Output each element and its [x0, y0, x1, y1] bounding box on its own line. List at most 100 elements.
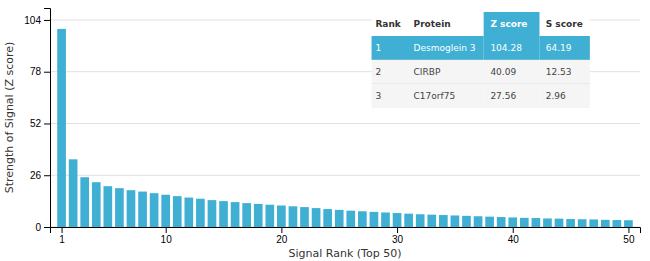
y-tick-mark	[44, 175, 50, 176]
bar	[312, 208, 321, 227]
x-tick-mark	[628, 227, 629, 233]
bar	[624, 220, 633, 227]
table-cell	[372, 84, 404, 108]
bar	[104, 186, 113, 227]
table-cell	[372, 60, 404, 84]
x-tick: 50	[623, 227, 635, 245]
y-tick-label: 0	[35, 222, 41, 233]
table: RankProteinZ scoreS score1Desmoglein 310…	[372, 12, 590, 108]
table-cell	[484, 36, 540, 60]
bar	[404, 214, 413, 227]
bar	[254, 204, 263, 227]
bar	[589, 219, 598, 227]
bar	[462, 216, 471, 227]
table-cell	[484, 60, 540, 84]
x-tick-label: 10	[161, 234, 173, 245]
bar	[439, 215, 448, 227]
y-tick: 78	[30, 66, 50, 77]
table-text: 2.96	[546, 91, 566, 101]
bar	[277, 205, 286, 227]
table-cell	[540, 36, 590, 60]
bar	[323, 209, 332, 227]
x-tick-mark	[513, 227, 514, 233]
bar	[555, 219, 564, 227]
bar	[242, 203, 251, 227]
bar	[532, 218, 541, 227]
grid-line	[50, 123, 640, 124]
bar	[80, 177, 89, 227]
bar	[485, 217, 494, 227]
table-cell	[404, 60, 484, 84]
bar	[497, 217, 506, 227]
table-cell	[372, 12, 404, 36]
x-tick-label: 1	[59, 234, 65, 245]
bar	[219, 201, 228, 227]
y-axis: 0265278104	[24, 9, 50, 233]
bar	[346, 211, 355, 227]
bar	[520, 218, 529, 227]
bar	[92, 182, 101, 227]
bar	[381, 212, 390, 227]
bars	[57, 29, 633, 227]
bar	[173, 196, 182, 227]
bar	[150, 193, 159, 227]
x-tick: 10	[161, 227, 173, 245]
bar	[566, 219, 575, 227]
x-tick-mark	[281, 227, 282, 233]
y-tick-label: 52	[30, 118, 42, 129]
y-tick-mark	[44, 123, 50, 124]
table-cell	[404, 84, 484, 108]
y-axis-line	[44, 9, 51, 228]
table-cell	[404, 12, 484, 36]
y-tick-label: 104	[24, 15, 41, 26]
bar	[57, 29, 66, 227]
x-tick-label: 50	[623, 234, 635, 245]
x-tick-label: 20	[276, 234, 288, 245]
x-tick-mark	[62, 227, 63, 233]
table-text: 3	[375, 91, 381, 101]
table-cell	[540, 60, 590, 84]
table-header: S score	[546, 19, 583, 29]
x-tick-label: 30	[392, 234, 404, 245]
x-tick: 40	[508, 227, 520, 245]
bar	[196, 199, 205, 227]
table-text: 104.28	[490, 43, 522, 53]
table-text: 2	[375, 67, 381, 77]
bar	[393, 213, 402, 227]
table-cell	[484, 12, 540, 36]
table-text: 12.53	[546, 67, 572, 77]
bar	[370, 212, 379, 227]
bar	[578, 219, 587, 227]
bar	[69, 159, 78, 227]
y-tick-mark	[44, 227, 50, 228]
x-tick: 1	[59, 227, 65, 245]
grid	[50, 20, 640, 227]
table-text: 27.56	[490, 91, 516, 101]
y-tick: 104	[24, 15, 50, 26]
y-tick-mark	[44, 20, 50, 21]
bar	[427, 215, 436, 227]
grid-line	[50, 175, 640, 176]
bar	[115, 188, 124, 227]
x-tick-mark	[166, 227, 167, 233]
bar	[474, 216, 483, 227]
bar	[231, 202, 240, 227]
table-text: 1	[375, 43, 381, 53]
table-header: Z score	[490, 19, 527, 29]
bar	[138, 192, 147, 227]
bar	[601, 220, 610, 227]
bar	[613, 220, 622, 227]
table-cell	[404, 36, 484, 60]
bar	[543, 218, 552, 227]
y-axis-title: Strength of Signal (Z score)	[3, 42, 16, 194]
bar	[416, 214, 425, 227]
y-tick-mark	[44, 72, 50, 73]
x-tick-mark	[397, 227, 398, 233]
bar	[208, 200, 217, 227]
table-header: Protein	[414, 19, 451, 29]
x-tick: 20	[276, 227, 288, 245]
bar	[335, 210, 344, 227]
bar	[184, 198, 193, 227]
y-tick-label: 78	[30, 66, 42, 77]
x-axis: 1 10 20 30 40 50	[51, 227, 641, 245]
